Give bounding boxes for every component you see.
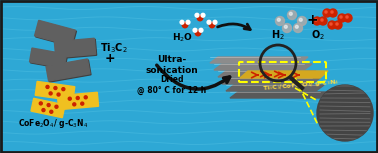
- Circle shape: [76, 97, 79, 99]
- Circle shape: [321, 19, 323, 21]
- Circle shape: [334, 21, 342, 29]
- Circle shape: [47, 104, 50, 107]
- Polygon shape: [210, 57, 308, 63]
- Circle shape: [277, 18, 280, 21]
- Circle shape: [295, 25, 298, 28]
- Text: CoFe$_2$O$_4$/ g-C$_3$N$_4$: CoFe$_2$O$_4$/ g-C$_3$N$_4$: [18, 116, 88, 129]
- Circle shape: [55, 105, 58, 108]
- Text: Dried
@ 80° C for 12 h: Dried @ 80° C for 12 h: [137, 75, 207, 95]
- Circle shape: [199, 28, 203, 32]
- Circle shape: [84, 96, 87, 99]
- Text: Ultra-
sonication: Ultra- sonication: [146, 55, 198, 75]
- Circle shape: [49, 92, 52, 95]
- Circle shape: [42, 109, 45, 112]
- Text: Ti$_3$C$_2$/CoFe$_2$O$_4$/ g-C$_3$N$_4$: Ti$_3$C$_2$/CoFe$_2$O$_4$/ g-C$_3$N$_4$: [262, 77, 339, 93]
- Text: +: +: [306, 13, 318, 27]
- Circle shape: [197, 15, 203, 21]
- Circle shape: [73, 103, 76, 106]
- Bar: [47, 60, 91, 82]
- Circle shape: [338, 14, 346, 22]
- Circle shape: [328, 21, 336, 29]
- Polygon shape: [230, 92, 328, 98]
- Circle shape: [289, 12, 292, 15]
- Text: O$_2$: O$_2$: [311, 28, 325, 42]
- Circle shape: [313, 17, 321, 25]
- Circle shape: [209, 22, 215, 28]
- Circle shape: [319, 17, 327, 25]
- Circle shape: [276, 17, 285, 26]
- Circle shape: [297, 17, 307, 26]
- Circle shape: [193, 28, 197, 32]
- Polygon shape: [218, 71, 316, 77]
- Bar: [57, 92, 99, 110]
- Circle shape: [186, 20, 190, 24]
- Circle shape: [346, 16, 348, 18]
- Circle shape: [180, 20, 184, 24]
- Circle shape: [282, 24, 291, 32]
- Text: +: +: [105, 52, 116, 65]
- Circle shape: [336, 23, 338, 25]
- Text: H$_2$O: H$_2$O: [172, 32, 194, 44]
- Circle shape: [299, 18, 302, 21]
- Circle shape: [315, 19, 317, 21]
- Polygon shape: [240, 71, 328, 78]
- Polygon shape: [214, 64, 312, 70]
- Bar: [54, 38, 96, 58]
- Circle shape: [284, 25, 287, 28]
- Bar: [35, 81, 75, 101]
- Circle shape: [57, 93, 60, 96]
- Circle shape: [331, 11, 333, 13]
- Circle shape: [182, 22, 188, 28]
- Text: H$_2$: H$_2$: [271, 28, 285, 42]
- Circle shape: [344, 14, 352, 22]
- Bar: [31, 98, 65, 118]
- Bar: [36, 21, 76, 47]
- Circle shape: [81, 102, 84, 105]
- Circle shape: [68, 97, 71, 100]
- Circle shape: [46, 85, 49, 88]
- Circle shape: [54, 87, 57, 90]
- Circle shape: [201, 13, 205, 17]
- Polygon shape: [222, 78, 320, 84]
- Circle shape: [195, 13, 199, 17]
- Circle shape: [62, 88, 65, 91]
- Polygon shape: [226, 85, 324, 91]
- Circle shape: [325, 11, 327, 13]
- Circle shape: [39, 102, 42, 105]
- Circle shape: [323, 9, 331, 17]
- Bar: [31, 49, 67, 69]
- Circle shape: [317, 85, 373, 141]
- Circle shape: [329, 9, 337, 17]
- Bar: [46, 59, 90, 81]
- Circle shape: [50, 110, 53, 113]
- Circle shape: [213, 20, 217, 24]
- Circle shape: [330, 23, 332, 25]
- Circle shape: [340, 16, 342, 18]
- Bar: [56, 39, 97, 59]
- Circle shape: [293, 24, 302, 32]
- Circle shape: [288, 11, 296, 19]
- Text: Ti$_3$C$_2$: Ti$_3$C$_2$: [100, 41, 127, 55]
- Circle shape: [207, 20, 211, 24]
- Bar: [29, 48, 67, 68]
- Circle shape: [195, 30, 201, 36]
- Bar: [34, 20, 76, 46]
